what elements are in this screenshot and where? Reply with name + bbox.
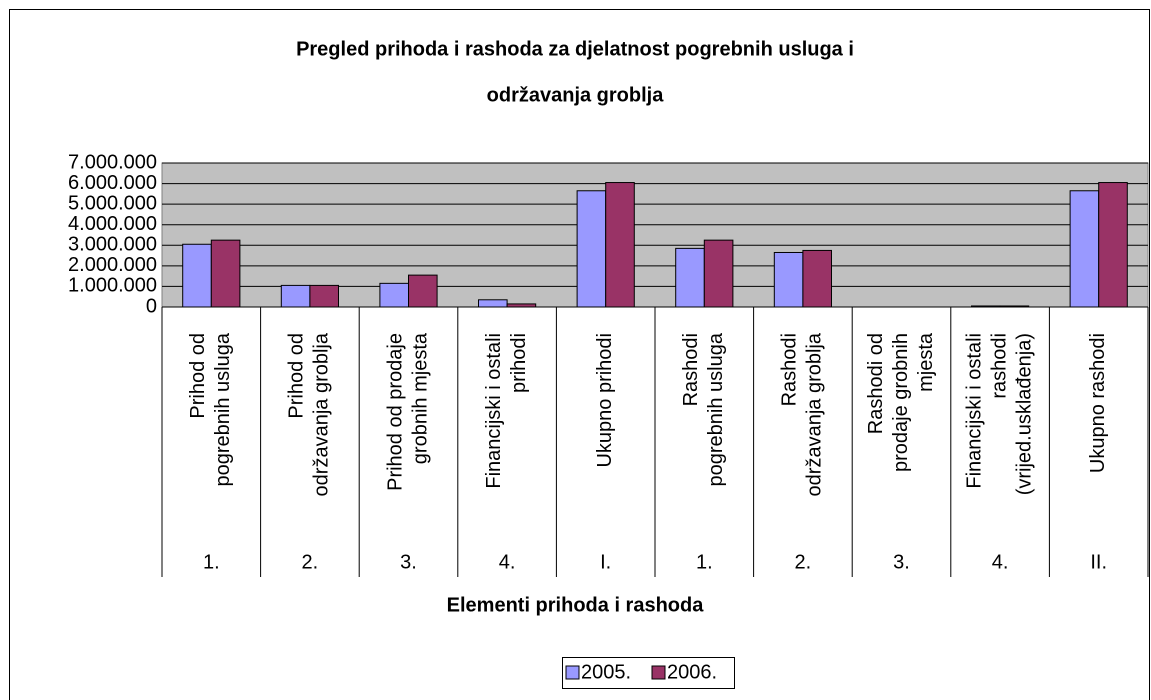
bar (309, 284, 339, 308)
group-label: 2. (302, 551, 319, 573)
y-tick-label: 1.000.000 (68, 275, 157, 297)
x-tick-label: Rashodi (680, 333, 702, 406)
x-tick-label: Financijski i ostali (963, 333, 985, 489)
x-tick-label: pogrebnih usluga (705, 332, 727, 486)
x-tick-label: grobnih mjesta (409, 332, 431, 464)
bar (675, 247, 705, 308)
y-tick-label: 3.000.000 (68, 234, 157, 256)
y-tick-label: 6.000.000 (68, 172, 157, 194)
bar (576, 190, 607, 308)
y-tick-label: 7.000.000 (68, 151, 157, 173)
x-tick-label: održavanja groblja (311, 332, 333, 496)
bar (802, 249, 832, 308)
bar (773, 251, 804, 308)
group-label: II. (1090, 551, 1107, 573)
x-tick-label: rashodi (988, 333, 1010, 399)
x-tick-label: Prihod od (187, 333, 209, 419)
x-tick-label: Rashodi (779, 333, 801, 406)
x-tick-label: pogrebnih usluga (212, 332, 234, 486)
bar (379, 282, 410, 308)
group-label: 3. (893, 551, 910, 573)
x-tick-label: Financijski i ostali (483, 333, 505, 489)
legend (562, 657, 735, 689)
group-label: 4. (992, 551, 1009, 573)
y-tick-label: 5.000.000 (68, 192, 157, 214)
bar (703, 239, 734, 308)
bar (605, 182, 635, 308)
bar (999, 305, 1030, 308)
group-label: 4. (499, 551, 516, 573)
plot-area (161, 162, 1149, 308)
group-label: 1. (203, 551, 220, 573)
bar (280, 284, 311, 308)
bar (210, 239, 241, 308)
x-tick-label: Ukupno prihodi (594, 333, 616, 468)
bar (1069, 190, 1100, 308)
y-tick-label: 0 (146, 295, 157, 317)
bar (182, 243, 212, 308)
x-tick-label: Prihod od (286, 333, 308, 419)
x-tick-label: prihodi (508, 333, 530, 393)
y-tick-label: 4.000.000 (68, 213, 157, 235)
y-tick-label: 2.000.000 (68, 254, 157, 276)
chart-title: održavanja groblja (487, 84, 665, 106)
chart-frame (9, 9, 1150, 700)
bar (506, 303, 537, 308)
x-tick-label: Ukupno rashodi (1087, 333, 1109, 473)
group-label: 2. (795, 551, 812, 573)
group-label: 3. (400, 551, 417, 573)
bar (971, 305, 1001, 308)
x-tick-label: (vrijed.usklađenja) (1013, 333, 1035, 495)
legend-label: 2006. (667, 661, 717, 683)
bar (1098, 182, 1128, 308)
legend-swatch (651, 665, 666, 680)
x-axis-label: Elementi prihoda i rashoda (447, 594, 705, 616)
bar (408, 274, 438, 308)
x-tick-label: prodaje grobnih (890, 333, 912, 472)
legend-label: 2005. (581, 661, 631, 683)
x-tick-label: Prihod od prodaje (384, 333, 406, 491)
group-label: I. (600, 551, 611, 573)
bar (478, 299, 508, 308)
chart-title: Pregled prihoda i rashoda za djelatnost … (296, 38, 854, 60)
x-tick-label: Rashodi od (865, 333, 887, 434)
x-tick-label: održavanja groblja (804, 332, 826, 496)
group-label: 1. (696, 551, 713, 573)
legend-swatch (565, 665, 580, 680)
x-tick-label: mjesta (915, 332, 937, 392)
